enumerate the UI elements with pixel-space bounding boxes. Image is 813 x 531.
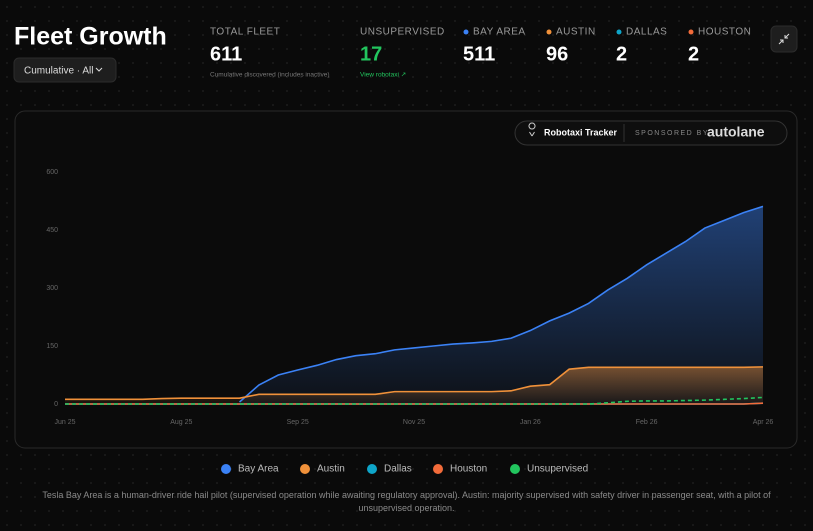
stat-dot [616,29,622,35]
footnote: Tesla Bay Area is a human-driver ride ha… [42,490,771,513]
stat-value: 611 [210,43,242,65]
stat-label: UNSUPERVISED [360,27,445,38]
y-tick-label: 300 [46,285,58,292]
legend-label: Austin [317,464,345,475]
stat-value: 511 [463,43,495,65]
stat-label: BAY AREA [473,27,526,38]
stat-dot [463,29,469,35]
legend-swatch [221,464,231,474]
stat-value: 2 [688,43,699,65]
stat-value: 96 [546,43,568,65]
stat-label: AUSTIN [556,27,596,38]
x-tick-label: Jan 26 [520,419,541,426]
line [238,205,764,403]
y-tick-label: 150 [46,343,58,350]
area [65,366,763,404]
stat-value: 2 [616,43,627,65]
pin-icon [528,122,536,137]
legend-label: Dallas [384,464,412,475]
y-tick-label: 600 [46,169,58,176]
x-tick-label: Sep 25 [287,419,309,426]
sponsor-logo[interactable]: autolane [707,124,765,140]
stat-note: Cumulative discovered (includes inactive… [210,72,330,79]
dropdown-label[interactable]: Cumulative · All [24,66,93,77]
line [65,402,764,405]
x-tick-label: Apr 26 [753,419,774,426]
stat-label: DALLAS [626,27,667,38]
x-tick-label: Aug 25 [170,419,192,426]
stat-label: HOUSTON [698,27,751,38]
x-tick-label: Jun 25 [54,419,75,426]
legend-label: Houston [450,464,487,475]
legend-swatch [300,464,310,474]
chevron [95,67,103,72]
badge-tracker[interactable]: Robotaxi Tracker [544,127,618,137]
legend-swatch [367,464,377,474]
badge[interactable] [514,120,788,146]
legend-swatch [510,464,520,474]
legend-label: Bay Area [238,464,279,475]
stat-value: 17 [360,43,382,65]
dropdown[interactable] [13,57,117,83]
y-tick-label: 0 [54,401,58,408]
line [65,366,764,401]
stat-dot [688,29,694,35]
stat-dot [546,29,552,35]
y-tick-label: 450 [46,227,58,234]
stat-note: View robotaxi ↗ [360,72,406,79]
badge-sponsored: SPONSORED BY [635,130,709,137]
x-tick-label: Feb 26 [636,419,658,426]
collapse-icon [778,33,790,45]
stat-label: TOTAL FLEET [210,27,280,38]
title: Fleet Growth [14,23,167,51]
legend-label: Unsupervised [527,464,588,475]
x-tick-label: Nov 25 [403,419,425,426]
collapse-button[interactable] [770,25,798,53]
legend-swatch [433,464,443,474]
line [65,396,764,405]
